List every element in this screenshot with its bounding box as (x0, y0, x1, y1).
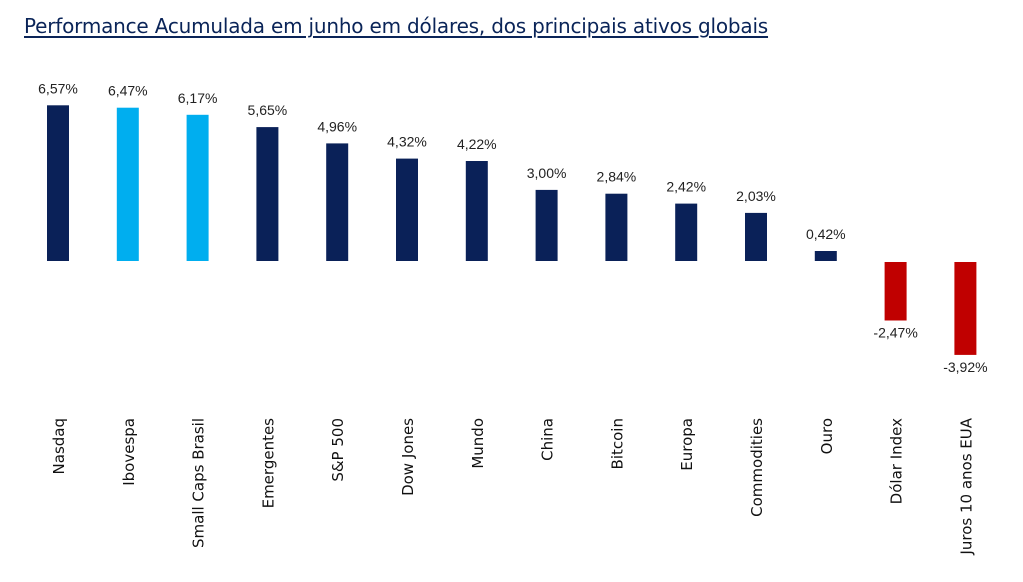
bar-12 (884, 262, 907, 321)
data-label-13: -3,92% (943, 359, 987, 375)
bar-3 (256, 127, 279, 261)
category-label-9: Europa (678, 418, 696, 471)
data-label-3: 5,65% (248, 102, 288, 118)
bar-11 (814, 251, 837, 261)
data-label-10: 2,03% (736, 188, 776, 204)
data-label-7: 3,00% (527, 165, 567, 181)
bar-0 (47, 105, 69, 261)
bar-5 (396, 158, 418, 261)
bar-1 (116, 107, 139, 261)
category-label-1: Ibovespa (120, 418, 138, 486)
data-label-5: 4,32% (387, 134, 427, 150)
data-label-8: 2,84% (597, 169, 637, 185)
bar-2 (186, 114, 209, 261)
category-label-3: Emergentes (259, 418, 277, 509)
category-label-6: Mundo (469, 418, 487, 469)
data-label-1: 6,47% (108, 83, 148, 99)
category-label-12: Dólar Index (888, 418, 906, 504)
category-label-7: China (539, 418, 557, 461)
bar-8 (605, 193, 628, 261)
data-label-2: 6,17% (178, 90, 218, 106)
bar-10 (745, 212, 767, 261)
data-label-9: 2,42% (666, 179, 706, 195)
bar-9 (675, 203, 698, 261)
category-label-11: Ouro (818, 418, 836, 454)
category-label-0: Nasdaq (50, 418, 68, 474)
bar-7 (535, 189, 558, 261)
data-label-4: 4,96% (317, 118, 357, 134)
category-label-4: S&P 500 (329, 418, 347, 482)
bar-4 (326, 143, 349, 261)
data-label-11: 0,42% (806, 226, 846, 242)
bar-6 (465, 161, 488, 261)
category-label-5: Dow Jones (399, 418, 417, 496)
data-label-0: 6,57% (38, 80, 78, 96)
category-label-2: Small Caps Brasil (190, 418, 208, 548)
chart-title: Performance Acumulada em junho em dólare… (24, 14, 769, 38)
data-label-6: 4,22% (457, 136, 497, 152)
category-label-13: Juros 10 anos EUA (957, 417, 975, 555)
category-label-10: Commodities (748, 418, 766, 517)
bar-13 (954, 262, 977, 355)
data-label-12: -2,47% (873, 325, 917, 341)
category-label-8: Bitcoin (608, 418, 626, 469)
